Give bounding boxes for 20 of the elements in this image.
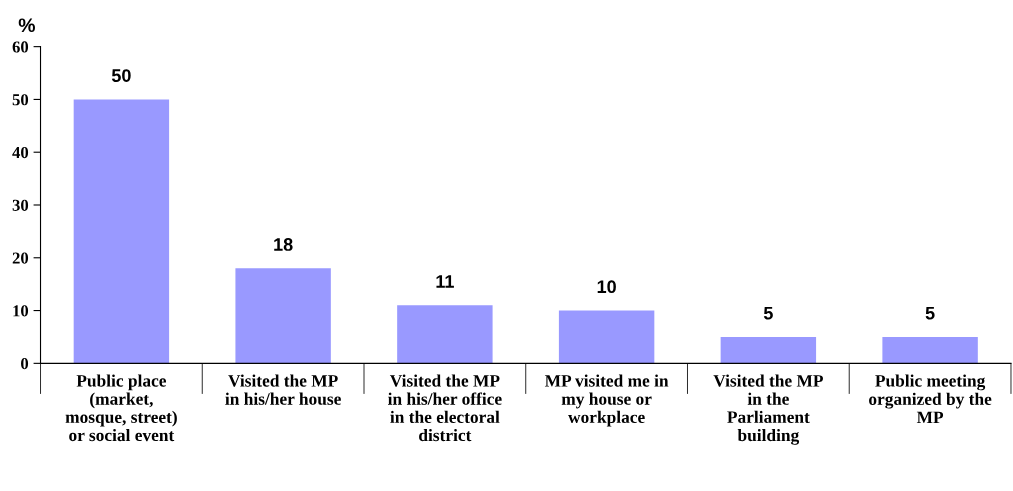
x-tick-label: Visited the MP in the Parliament building	[713, 374, 823, 445]
y-tick-label: 50	[12, 94, 29, 106]
data-label: 10	[597, 280, 616, 294]
x-tick-label: Visited the MP in his/her house	[225, 374, 341, 405]
x-tick-label: Public place (market, mosque, street) or social event	[65, 374, 177, 442]
y-tick-label: 0	[21, 358, 29, 370]
data-label: 18	[274, 238, 293, 251]
data-label: 50	[111, 69, 131, 82]
y-tick-label: 60	[12, 41, 29, 53]
y-tick-label: 40	[12, 146, 29, 159]
x-tick-label: Public meeting organized by the MP	[869, 374, 992, 424]
x-tick-label: MP visited me in my house or workplace	[544, 374, 669, 427]
y-tick-label: 20	[12, 252, 29, 264]
data-label: 5	[925, 306, 935, 320]
data-label: 5	[763, 306, 773, 320]
x-tick-label: Visited the MP in his/her office in the electoral district	[388, 374, 502, 442]
y-tick-label: 10	[13, 305, 29, 317]
y-axis-title: %	[18, 18, 36, 33]
y-tick-label: 30	[12, 199, 29, 211]
data-label: 11	[436, 275, 454, 288]
